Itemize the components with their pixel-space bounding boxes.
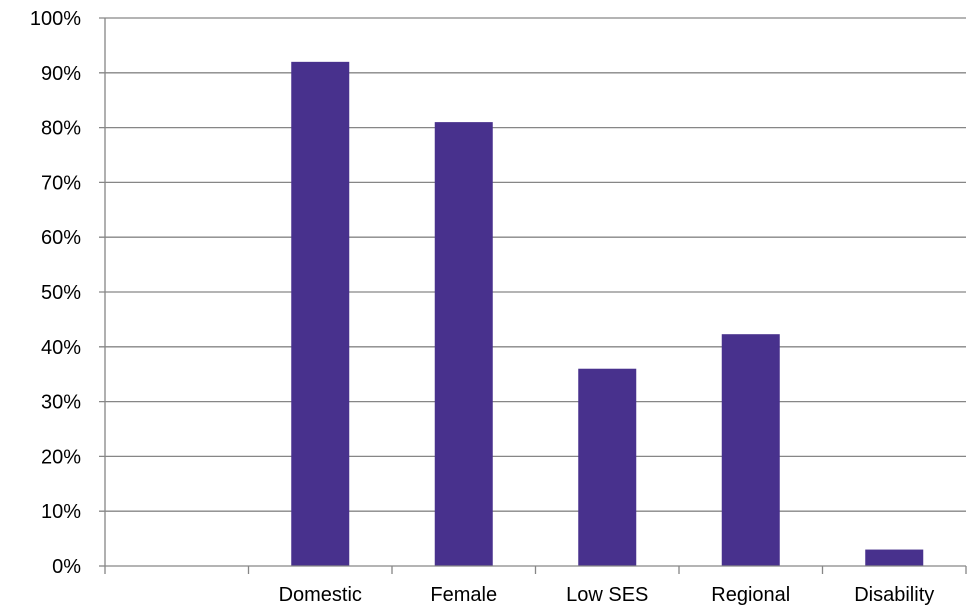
y-tick-label: 90% [41, 63, 81, 85]
y-tick-label: 20% [41, 446, 81, 468]
x-tick-label: Regional [711, 584, 790, 606]
x-tick-label: Disability [854, 584, 934, 606]
bar-female [434, 122, 493, 567]
y-tick-label: 30% [41, 392, 81, 414]
y-tick-label: 50% [41, 282, 81, 304]
y-tick-label: 60% [41, 227, 81, 249]
bar-low-ses [578, 368, 637, 566]
x-tick-label: Domestic [279, 584, 362, 606]
bars [291, 61, 924, 567]
y-tick-label: 100% [30, 8, 81, 30]
y-axis-tick-labels: 0% 10% 20% 30% 40% 50% 60% 70% 80% 90% 100% [30, 8, 81, 578]
x-tick-label: Low SES [566, 584, 648, 606]
y-tick-label: 0% [52, 556, 81, 578]
gridlines [99, 17, 966, 567]
bar-regional [721, 334, 780, 566]
x-axis [104, 565, 967, 574]
y-tick-label: 40% [41, 337, 81, 359]
x-axis-tick-labels: Domestic Female Low SES Regional Disability [279, 584, 935, 606]
x-tick-label: Female [430, 584, 497, 606]
y-tick-label: 10% [41, 501, 81, 523]
y-tick-label: 70% [41, 172, 81, 194]
y-tick-label: 80% [41, 118, 81, 140]
bar-disability [865, 549, 924, 566]
bar-domestic [291, 61, 350, 567]
